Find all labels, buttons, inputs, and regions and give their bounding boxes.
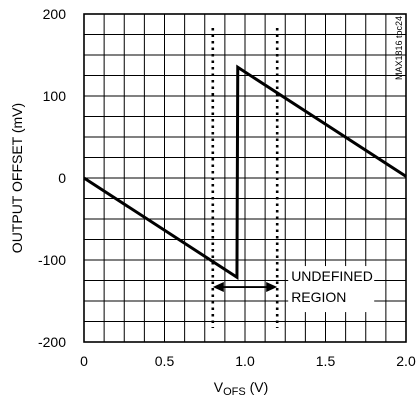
annotation-label-line: UNDEFINED bbox=[291, 268, 373, 284]
annotation: UNDEFINED REGION bbox=[212, 266, 375, 313]
x-tick-label: 1.5 bbox=[316, 353, 336, 369]
x-tick-label: 1.0 bbox=[235, 353, 255, 369]
x-tick-label: 2.0 bbox=[396, 353, 416, 369]
y-tick-label: 200 bbox=[43, 6, 67, 22]
x-axis-label: VOFS (V) bbox=[214, 379, 269, 398]
plot-frame bbox=[83, 13, 407, 343]
series-line bbox=[83, 64, 407, 280]
y-tick-label: -100 bbox=[38, 252, 66, 268]
x-tick-label: 0.5 bbox=[155, 353, 175, 369]
annotation-label-line: REGION bbox=[291, 289, 346, 305]
x-axis-label-unit: (V) bbox=[246, 379, 269, 395]
y-tick-label: 100 bbox=[43, 88, 67, 104]
reference-lines bbox=[211, 28, 279, 328]
y-tick-label: 0 bbox=[58, 170, 66, 186]
annotation-arrowhead-right bbox=[266, 282, 278, 293]
x-axis-label-subscript: OFS bbox=[223, 386, 246, 398]
chart-id: MAX1816 toc24 bbox=[394, 16, 404, 80]
y-tick-label: -200 bbox=[38, 334, 66, 350]
x-axis-label-main: V bbox=[214, 379, 224, 395]
x-tick-label: 0 bbox=[80, 353, 88, 369]
annotation-background bbox=[288, 266, 375, 313]
y-axis-label: OUTPUT OFFSET (mV) bbox=[9, 103, 25, 253]
annotation-arrowhead-left bbox=[212, 282, 224, 293]
tick-labels: 0 0.5 1.0 1.5 2.0 -200 -100 0 100 200 bbox=[38, 6, 416, 369]
